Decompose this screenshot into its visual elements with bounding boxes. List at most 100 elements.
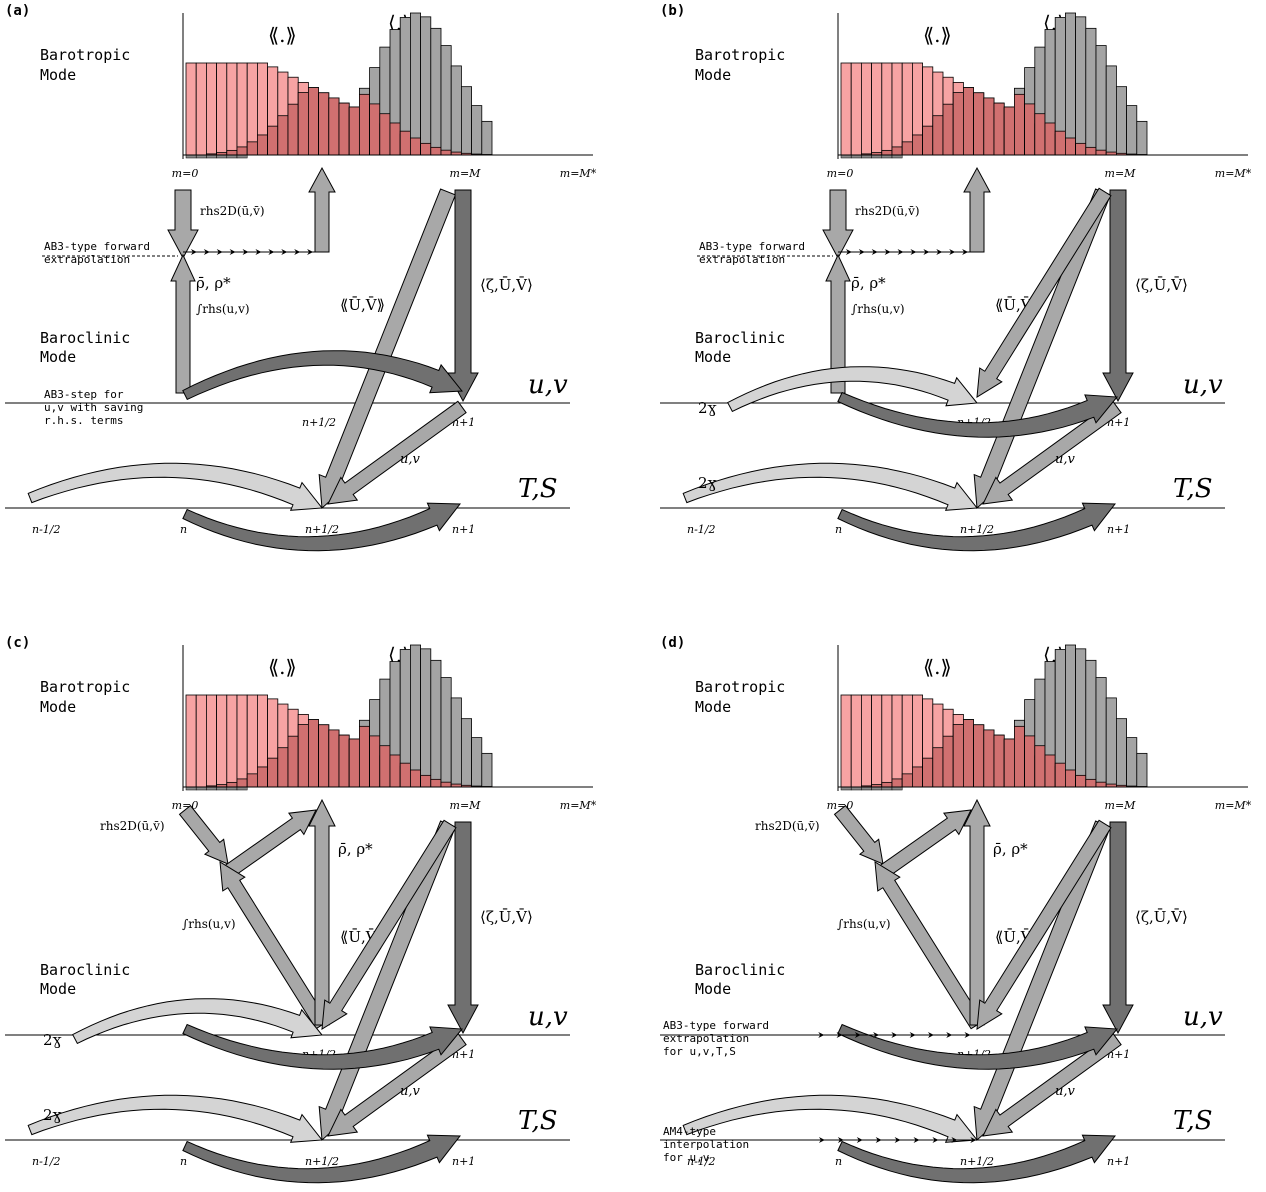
label-n: n	[835, 1155, 842, 1168]
histogram-bar-red	[358, 93, 370, 156]
chevron-mark	[268, 249, 275, 255]
arrow-zeta-down	[447, 189, 479, 403]
label-rho: ρ̄, ρ*	[338, 840, 373, 858]
histogram-bar-red	[1054, 762, 1066, 788]
histogram-bar-red	[420, 142, 432, 156]
histogram-bar-red	[922, 125, 934, 156]
chevron-mark	[891, 1032, 898, 1038]
label-mMstar: m=M*	[1215, 167, 1252, 180]
chevron-mark	[909, 1032, 916, 1038]
histogram-bar-gray	[409, 644, 421, 788]
histogram-bar-red	[973, 92, 985, 156]
label-n: n	[835, 523, 842, 536]
histogram-bar-red	[420, 774, 432, 788]
histogram-bar-red	[1003, 738, 1015, 788]
histogram-bar-red	[267, 757, 279, 788]
ts-arrow-light	[682, 1094, 978, 1143]
label-rho: ρ̄, ρ*	[851, 274, 886, 292]
arrow-rhs2D-down	[822, 189, 854, 260]
histogram-bar-gray	[460, 86, 472, 156]
label-baroclinic-mode: Mode	[695, 348, 731, 366]
histogram-bar-red	[430, 146, 442, 156]
chevron-mark	[910, 249, 917, 255]
label-m0: m=0	[172, 167, 199, 180]
histogram-bar-pink	[850, 62, 862, 156]
histogram-bar-red	[891, 146, 903, 156]
histogram-bar-red	[952, 724, 964, 788]
arrow-up-to-baro	[963, 166, 991, 253]
histogram-bar-red	[287, 735, 299, 788]
label-n-plus-half-uv: n+1/2	[302, 416, 336, 429]
histogram-bar-red	[1003, 106, 1015, 156]
label-n-plus-1: n+1	[452, 523, 475, 536]
label-int-rhs: ∫rhs(u,v)	[196, 302, 250, 316]
uv-arrow-dark	[837, 391, 1118, 438]
histogram-bar-red	[277, 115, 289, 156]
chevron-mark	[854, 1032, 861, 1038]
histogram-bar-gray	[450, 697, 462, 788]
chevron-mark	[927, 1032, 934, 1038]
histogram-bar-pink	[840, 694, 852, 788]
histogram-bar-gray	[1105, 65, 1117, 156]
label-zeta-UV: ⟨ζ,Ū,V̄⟩	[480, 908, 533, 926]
histogram-bar-gray	[1116, 718, 1128, 788]
histogram-bar-pink	[226, 694, 238, 788]
panel-tag: (b)	[660, 3, 685, 19]
ts-arrow-light	[27, 462, 323, 511]
histogram-bar-pink	[216, 62, 228, 156]
label-zeta-UV: ⟨ζ,Ū,V̄⟩	[1135, 908, 1188, 926]
chevron-mark	[894, 1137, 901, 1143]
chevron-mark	[216, 249, 223, 255]
histogram-bar-red	[973, 724, 985, 788]
histogram-bar-red	[922, 757, 934, 788]
uv-arrow-dark	[837, 1023, 1118, 1070]
label-uv: u,v	[528, 370, 568, 400]
histogram-bar-red	[297, 724, 309, 788]
chevron-mark	[951, 1137, 958, 1143]
histogram-bar-pink	[185, 62, 197, 156]
label-mMstar: m=M*	[560, 167, 597, 180]
label-avg-double: ⟪.⟫	[268, 655, 297, 679]
histogram-bar-gray	[420, 16, 432, 156]
label-avg-double: ⟪.⟫	[923, 655, 952, 679]
histogram-bar-gray	[420, 648, 432, 788]
histogram-bar-gray	[1075, 648, 1087, 788]
histogram-bar-pink	[236, 62, 248, 156]
arrow-int-rhs	[874, 861, 984, 1030]
histogram-bar-red	[1075, 142, 1087, 156]
label-n-minus-half: n-1/2	[32, 1155, 61, 1168]
label-rhs2D: rhs2D(ū,v̄)	[855, 204, 920, 218]
label-n-plus-half: n+1/2	[305, 1155, 339, 1168]
histogram-bar-red	[983, 97, 995, 156]
histogram-bar-red	[430, 778, 442, 788]
arrow-zeta-down	[1102, 189, 1134, 403]
label-int-rhs: ∫rhs(u,v)	[182, 917, 236, 931]
label-ab3-forward: AB3-type forward	[699, 240, 805, 253]
histogram-bar-red	[1034, 745, 1046, 788]
label-ts: T,S	[518, 474, 558, 504]
histogram-bar-gray	[471, 105, 483, 156]
histogram-bar-red	[328, 97, 340, 156]
uv-arrow-light	[72, 998, 323, 1045]
histogram-bar-red	[983, 729, 995, 788]
histogram-bar-gray	[1065, 12, 1077, 156]
label-am4-2: interpolation	[663, 1138, 749, 1151]
label-rho: ρ̄, ρ*	[993, 840, 1028, 858]
histogram-bar-pink	[871, 62, 883, 156]
label-n-plus-1: n+1	[1107, 1155, 1130, 1168]
histogram-bar-red	[256, 766, 268, 788]
histogram-bar-gray	[481, 752, 493, 788]
chevron-mark	[242, 249, 249, 255]
label-n: n	[180, 1155, 187, 1168]
label-baroclinic: Baroclinic	[40, 961, 130, 979]
histogram-bar-gray	[1116, 86, 1128, 156]
arrow-up-to-baro	[223, 809, 317, 879]
histogram-bar-red	[369, 735, 381, 788]
label-mMstar: m=M*	[560, 799, 597, 812]
ts-arrow-dark	[182, 1134, 461, 1184]
ts-arrow-dark	[837, 502, 1116, 552]
histogram-bar-red	[379, 113, 391, 156]
histogram-bar-red	[993, 734, 1005, 788]
histogram-bar-red	[369, 103, 381, 156]
histogram-bar-pink	[861, 62, 873, 156]
